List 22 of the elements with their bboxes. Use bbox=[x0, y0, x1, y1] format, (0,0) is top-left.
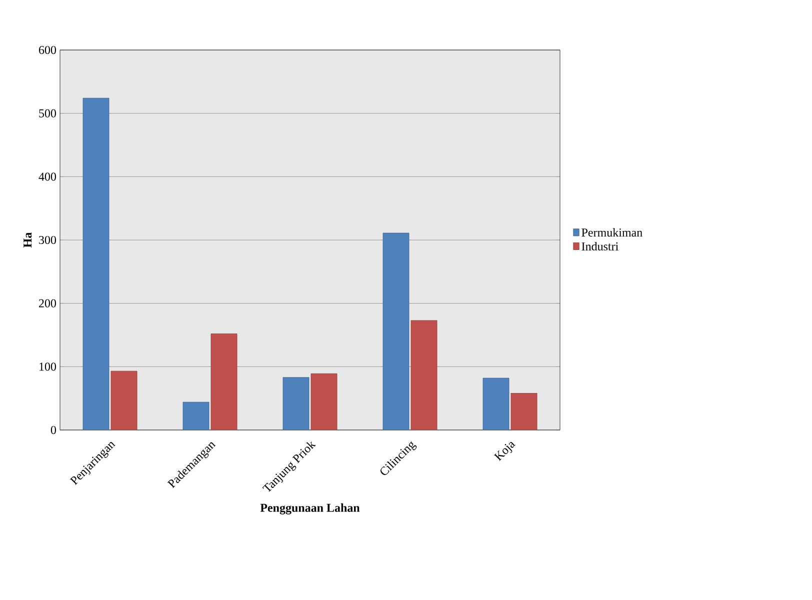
bar bbox=[382, 232, 410, 430]
bar bbox=[310, 373, 338, 430]
bar bbox=[82, 98, 110, 430]
bar bbox=[182, 402, 210, 430]
y-tick-label: 400 bbox=[38, 172, 56, 181]
bar bbox=[110, 370, 138, 430]
bar bbox=[282, 377, 310, 430]
y-tick-label: 600 bbox=[38, 46, 56, 54]
y-axis-title: Ha bbox=[24, 232, 32, 248]
bar bbox=[210, 334, 238, 430]
y-tick-label: 100 bbox=[40, 362, 56, 371]
x-axis-title: Penggunaan Lahan bbox=[260, 503, 360, 514]
legend-label: Industri bbox=[582, 242, 618, 250]
y-tick-label: 300 bbox=[39, 236, 56, 244]
y-tick-label: 500 bbox=[39, 109, 56, 118]
y-tick-label: 0 bbox=[50, 426, 56, 434]
x-tick-label: Koja bbox=[494, 442, 516, 462]
y-tick-label: 200 bbox=[39, 299, 56, 308]
bar bbox=[482, 378, 510, 430]
legend-label: Permukiman bbox=[582, 228, 642, 237]
bar bbox=[510, 393, 538, 430]
bar bbox=[410, 320, 438, 430]
